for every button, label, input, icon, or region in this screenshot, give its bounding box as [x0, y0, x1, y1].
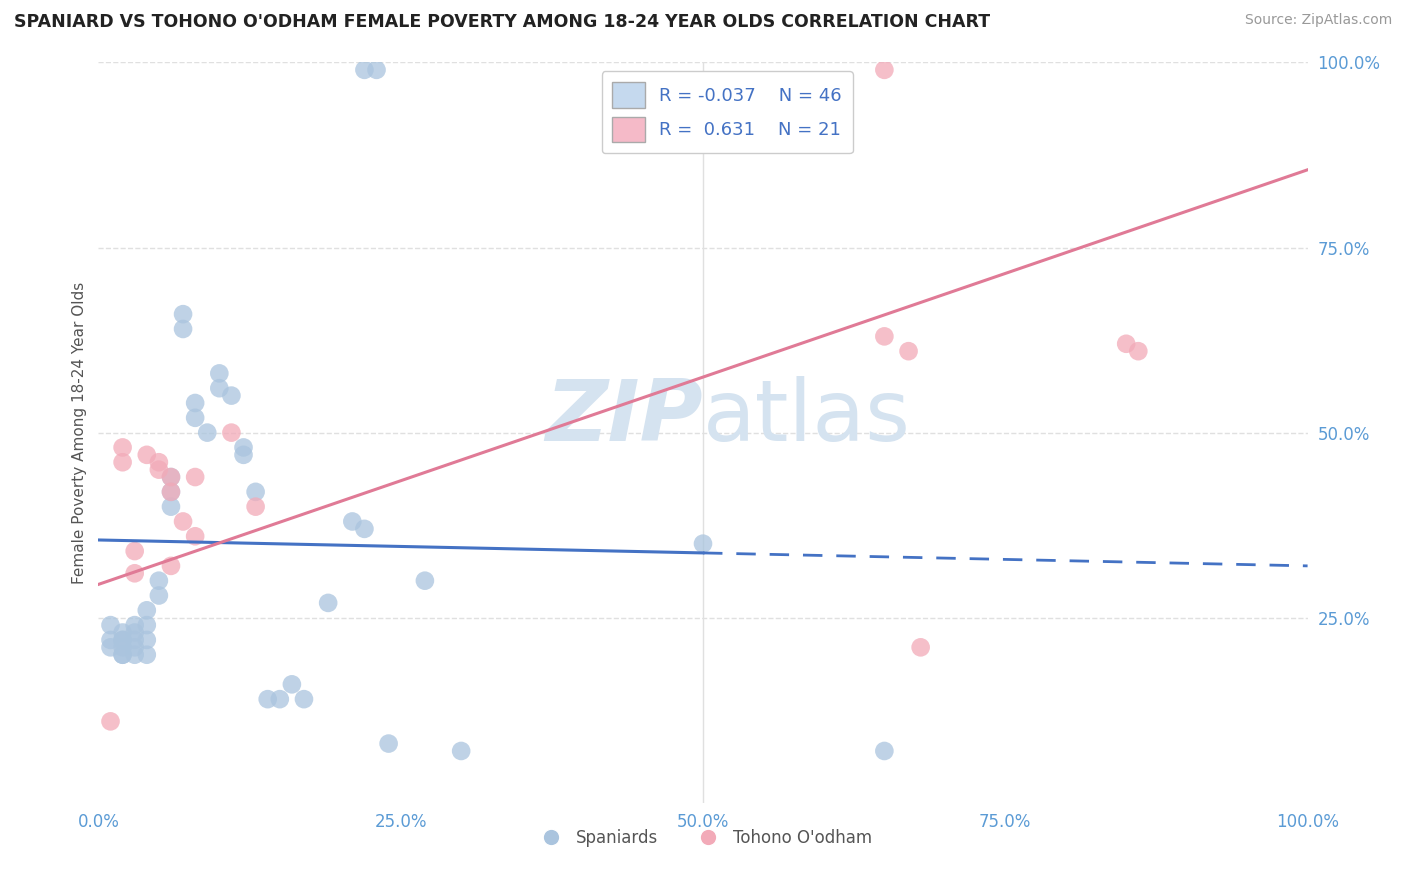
Point — [1128, 344, 1150, 359]
Text: ZIP: ZIP — [546, 376, 703, 459]
Point — [353, 522, 375, 536]
Point — [184, 396, 207, 410]
Point — [124, 640, 146, 655]
Point — [353, 62, 375, 77]
Point — [450, 744, 472, 758]
Point — [897, 344, 920, 359]
Point — [111, 441, 134, 455]
Text: SPANIARD VS TOHONO O'ODHAM FEMALE POVERTY AMONG 18-24 YEAR OLDS CORRELATION CHAR: SPANIARD VS TOHONO O'ODHAM FEMALE POVERT… — [14, 13, 990, 31]
Point — [873, 62, 896, 77]
Point — [184, 470, 207, 484]
Point — [195, 425, 218, 440]
Point — [160, 484, 183, 499]
Point — [124, 648, 146, 662]
Point — [160, 558, 183, 573]
Point — [124, 566, 146, 581]
Point — [148, 462, 170, 476]
Point — [111, 632, 134, 647]
Point — [172, 515, 194, 529]
Point — [135, 632, 157, 647]
Point — [111, 625, 134, 640]
Point — [910, 640, 932, 655]
Point — [245, 484, 267, 499]
Point — [111, 455, 134, 469]
Point — [124, 618, 146, 632]
Point — [100, 714, 122, 729]
Point — [873, 744, 896, 758]
Point — [172, 322, 194, 336]
Point — [111, 648, 134, 662]
Point — [245, 500, 267, 514]
Point — [692, 536, 714, 550]
Point — [221, 425, 243, 440]
Point — [135, 648, 157, 662]
Point — [111, 640, 134, 655]
Point — [160, 500, 183, 514]
Point — [135, 448, 157, 462]
Point — [100, 640, 122, 655]
Point — [100, 632, 122, 647]
Point — [1115, 336, 1137, 351]
Y-axis label: Female Poverty Among 18-24 Year Olds: Female Poverty Among 18-24 Year Olds — [72, 282, 87, 583]
Point — [184, 410, 207, 425]
Point — [100, 618, 122, 632]
Point — [232, 448, 254, 462]
Point — [111, 648, 134, 662]
Point — [292, 692, 315, 706]
Point — [124, 544, 146, 558]
Point — [208, 367, 231, 381]
Text: atlas: atlas — [703, 376, 911, 459]
Point — [160, 470, 183, 484]
Point — [413, 574, 436, 588]
Point — [269, 692, 291, 706]
Point — [172, 307, 194, 321]
Legend: Spaniards, Tohono O'odham: Spaniards, Tohono O'odham — [527, 822, 879, 854]
Point — [316, 596, 339, 610]
Text: Source: ZipAtlas.com: Source: ZipAtlas.com — [1244, 13, 1392, 28]
Point — [135, 603, 157, 617]
Point — [111, 632, 134, 647]
Point — [160, 470, 183, 484]
Point — [208, 381, 231, 395]
Point — [135, 618, 157, 632]
Point — [873, 329, 896, 343]
Point — [124, 632, 146, 647]
Point — [366, 62, 388, 77]
Point — [148, 455, 170, 469]
Point — [160, 484, 183, 499]
Point — [221, 388, 243, 402]
Point — [342, 515, 364, 529]
Point — [184, 529, 207, 543]
Point — [256, 692, 278, 706]
Point — [377, 737, 399, 751]
Point — [281, 677, 304, 691]
Point — [148, 574, 170, 588]
Point — [148, 589, 170, 603]
Point — [232, 441, 254, 455]
Point — [124, 625, 146, 640]
